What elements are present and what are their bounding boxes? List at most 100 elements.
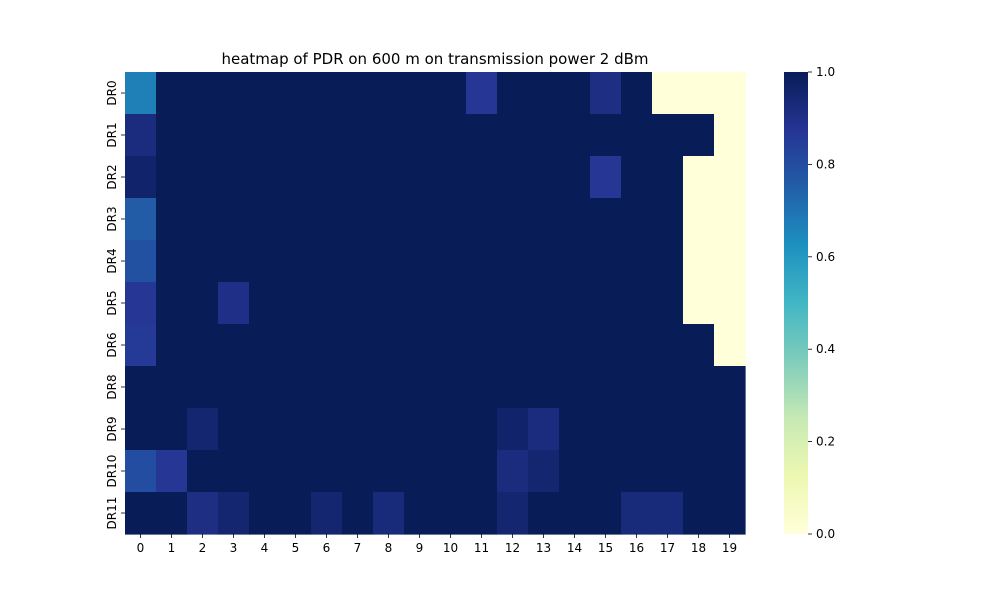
heatmap-cell-DR4-2 [187,240,219,283]
heatmap-cell-DR0-4 [249,72,281,115]
heatmap-cell-DR11-9 [404,492,436,535]
heatmap-cell-DR11-7 [342,492,374,535]
heatmap-cell-DR2-0 [125,156,157,199]
y-tick-label: DR3 [105,206,119,231]
heatmap-cell-DR1-12 [497,114,529,157]
heatmap-cell-DR9-0 [125,408,157,451]
heatmap-cell-DR11-13 [528,492,560,535]
heatmap-cell-DR11-5 [280,492,312,535]
heatmap-cell-DR0-8 [373,72,405,115]
heatmap-cell-DR5-19 [714,282,746,325]
heatmap-cell-DR3-9 [404,198,436,241]
heatmap-cell-DR10-7 [342,450,374,493]
heatmap-cell-DR1-11 [466,114,498,157]
y-tick-label: DR5 [105,290,119,315]
colorbar-tick-label: 0.6 [816,250,835,264]
heatmap-cell-DR4-12 [497,240,529,283]
heatmap-cell-DR6-18 [683,324,715,367]
heatmap-cell-DR6-0 [125,324,157,367]
heatmap-cell-DR0-18 [683,72,715,115]
heatmap-cell-DR6-10 [435,324,467,367]
heatmap-cell-DR9-4 [249,408,281,451]
heatmap-cell-DR6-5 [280,324,312,367]
x-tick-label: 6 [323,541,331,555]
heatmap-cell-DR0-11 [466,72,498,115]
heatmap-cell-DR6-1 [156,324,188,367]
heatmap-cell-DR11-10 [435,492,467,535]
colorbar [784,72,808,534]
heatmap-cell-DR11-16 [621,492,653,535]
heatmap-cell-DR6-9 [404,324,436,367]
chart-title: heatmap of PDR on 600 m on transmission … [221,50,648,68]
heatmap-cell-DR2-1 [156,156,188,199]
heatmap-cell-DR5-5 [280,282,312,325]
heatmap-cell-DR4-13 [528,240,560,283]
heatmap-cell-DR11-18 [683,492,715,535]
heatmap-cell-DR10-15 [590,450,622,493]
heatmap-cell-DR8-4 [249,366,281,409]
heatmap-cell-DR6-2 [187,324,219,367]
heatmap-cell-DR2-14 [559,156,591,199]
heatmap-cell-DR4-1 [156,240,188,283]
x-tick-label: 13 [536,541,551,555]
heatmap-cell-DR3-19 [714,198,746,241]
heatmap-cell-DR3-6 [311,198,343,241]
heatmap-cell-DR5-9 [404,282,436,325]
heatmap-cell-DR4-18 [683,240,715,283]
heatmap-cell-DR9-6 [311,408,343,451]
heatmap-cell-DR6-15 [590,324,622,367]
heatmap-cell-DR3-13 [528,198,560,241]
heatmap-cell-DR8-12 [497,366,529,409]
heatmap-cell-DR2-10 [435,156,467,199]
heatmap-cell-DR10-0 [125,450,157,493]
heatmap-cell-DR1-1 [156,114,188,157]
heatmap-cell-DR6-16 [621,324,653,367]
heatmap-cell-DR9-18 [683,408,715,451]
heatmap-cell-DR5-13 [528,282,560,325]
heatmap-cell-DR5-16 [621,282,653,325]
x-tick-label: 8 [385,541,393,555]
heatmap-cell-DR11-4 [249,492,281,535]
heatmap-cell-DR10-3 [218,450,250,493]
heatmap-cell-DR2-12 [497,156,529,199]
heatmap-cell-DR1-8 [373,114,405,157]
heatmap-cell-DR2-6 [311,156,343,199]
heatmap-cell-DR2-19 [714,156,746,199]
heatmap-cell-DR5-18 [683,282,715,325]
heatmap-cell-DR10-16 [621,450,653,493]
x-tick-label: 1 [168,541,176,555]
heatmap-cell-DR8-19 [714,366,746,409]
y-tick-label: DR6 [105,332,119,357]
heatmap-cell-DR3-10 [435,198,467,241]
heatmap-cell-DR9-10 [435,408,467,451]
heatmap-cell-DR10-4 [249,450,281,493]
heatmap-cell-DR0-0 [125,72,157,115]
heatmap-cell-DR11-14 [559,492,591,535]
heatmap-cell-DR10-17 [652,450,684,493]
heatmap-cell-DR5-10 [435,282,467,325]
colorbar-ticks: 0.0 0.2 0.4 0.6 0.8 1.0 [808,65,835,541]
heatmap-cell-DR6-4 [249,324,281,367]
x-tick-label: 9 [416,541,424,555]
heatmap-cell-DR2-18 [683,156,715,199]
heatmap-cell-DR4-7 [342,240,374,283]
heatmap-cell-DR3-0 [125,198,157,241]
heatmap-cell-DR6-7 [342,324,374,367]
heatmap-cell-DR1-4 [249,114,281,157]
heatmap-cell-DR10-19 [714,450,746,493]
y-tick-label: DR0 [105,80,119,105]
heatmap-cell-DR8-5 [280,366,312,409]
heatmap-cell-DR0-14 [559,72,591,115]
heatmap-cell-DR8-2 [187,366,219,409]
heatmap-cell-DR3-4 [249,198,281,241]
heatmap-cell-DR0-3 [218,72,250,115]
heatmap-cell-DR1-5 [280,114,312,157]
heatmap-cell-DR10-6 [311,450,343,493]
heatmap-cell-DR3-11 [466,198,498,241]
y-tick-label: DR8 [105,374,119,399]
heatmap-cell-DR5-3 [218,282,250,325]
x-tick-label: 5 [292,541,300,555]
x-tick-label: 10 [443,541,458,555]
heatmap-cell-DR0-1 [156,72,188,115]
heatmap-cell-DR6-13 [528,324,560,367]
